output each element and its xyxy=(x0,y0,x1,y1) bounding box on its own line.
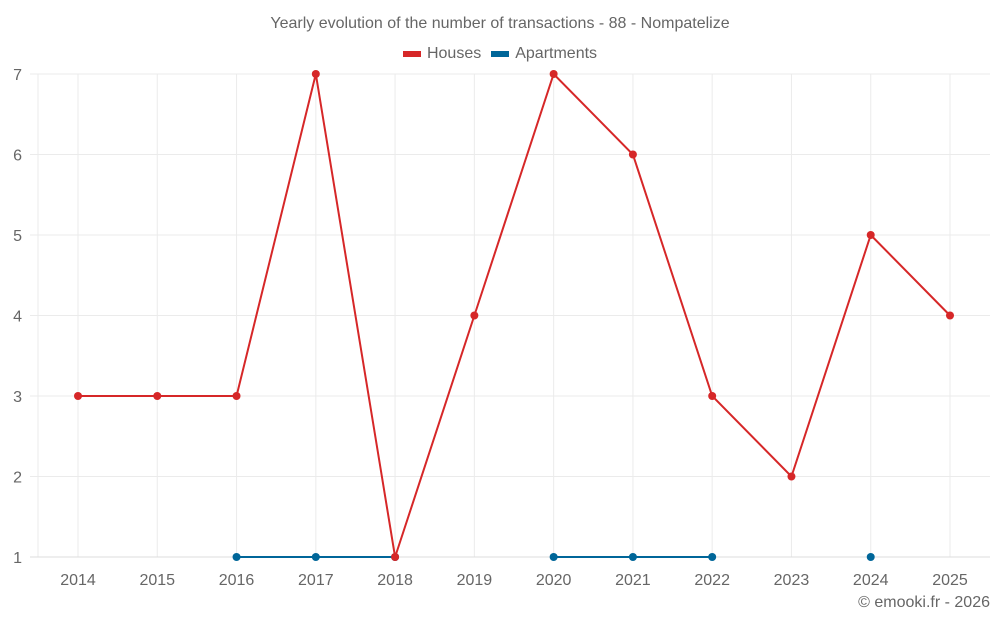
data-point[interactable] xyxy=(628,150,637,159)
series-apartments xyxy=(232,553,875,561)
chart-title: Yearly evolution of the number of transa… xyxy=(270,15,730,32)
legend: Houses Apartments xyxy=(0,45,1000,63)
x-tick-label: 2017 xyxy=(298,572,334,589)
houses-swatch-icon xyxy=(402,51,421,57)
data-point[interactable] xyxy=(232,553,241,561)
x-tick-label: 2015 xyxy=(139,572,175,589)
y-axis: 1 2 3 4 5 6 7 xyxy=(13,67,22,567)
y-tick-label: 5 xyxy=(13,228,22,245)
x-tick-label: 2019 xyxy=(457,572,493,589)
data-point[interactable] xyxy=(866,231,875,239)
data-point[interactable] xyxy=(628,553,637,561)
x-tick-label: 2020 xyxy=(536,572,572,589)
data-point[interactable] xyxy=(74,392,82,400)
y-tick-label: 3 xyxy=(13,389,22,406)
data-point[interactable] xyxy=(311,553,320,561)
legend-label-houses: Houses xyxy=(426,45,482,62)
data-point[interactable] xyxy=(708,553,717,561)
grid-lines xyxy=(30,73,990,558)
series-houses xyxy=(74,70,954,561)
data-point[interactable] xyxy=(153,392,162,400)
x-tick-label: 2022 xyxy=(694,572,730,589)
x-tick-label: 2016 xyxy=(219,572,255,589)
data-point[interactable] xyxy=(470,311,479,320)
series-layer xyxy=(74,70,954,561)
x-tick-label: 2014 xyxy=(60,572,96,589)
data-point[interactable] xyxy=(549,553,558,561)
y-tick-label: 1 xyxy=(13,550,22,567)
data-point[interactable] xyxy=(232,392,241,400)
x-tick-label: 2025 xyxy=(932,572,968,589)
y-tick-label: 7 xyxy=(13,67,22,84)
data-point[interactable] xyxy=(391,553,400,561)
data-point[interactable] xyxy=(708,392,717,400)
data-point[interactable] xyxy=(866,553,875,561)
legend-item-houses[interactable]: Houses xyxy=(402,45,482,63)
x-tick-label: 2018 xyxy=(377,572,413,589)
x-tick-label: 2021 xyxy=(615,572,651,589)
data-point[interactable] xyxy=(946,311,954,320)
y-tick-label: 4 xyxy=(13,309,22,326)
x-tick-label: 2023 xyxy=(774,572,810,589)
x-tick-label: 2024 xyxy=(853,572,889,589)
data-point[interactable] xyxy=(549,70,558,78)
y-tick-label: 2 xyxy=(13,470,22,487)
legend-item-apartments[interactable]: Apartments xyxy=(491,45,597,63)
data-point[interactable] xyxy=(787,472,796,481)
credit-text: © emooki.fr - 2026 xyxy=(858,594,990,611)
apartments-swatch-icon xyxy=(491,51,510,57)
data-point[interactable] xyxy=(311,70,320,78)
x-axis: 2014 2015 2016 2017 2018 2019 2020 2021 2022 2023… xyxy=(60,572,968,589)
legend-label-apartments: Apartments xyxy=(515,45,598,62)
y-tick-label: 6 xyxy=(13,148,22,165)
